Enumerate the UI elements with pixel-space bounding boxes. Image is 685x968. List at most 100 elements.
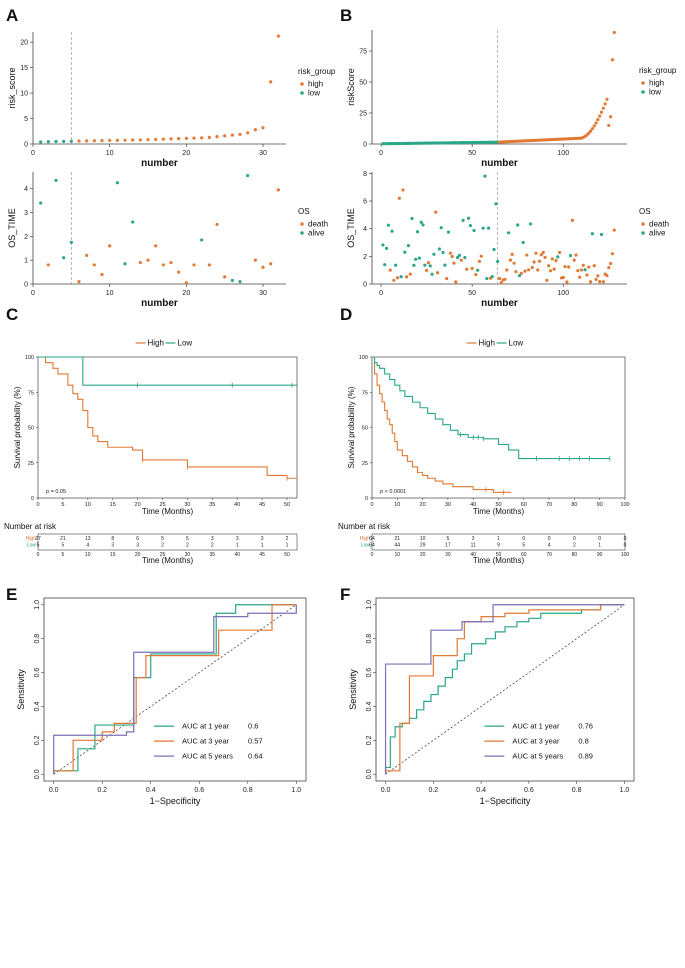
x-tick-label: 10	[85, 502, 91, 508]
y-tick-label: 4	[24, 186, 28, 193]
data-point	[466, 216, 471, 220]
data-point	[510, 252, 514, 256]
x-tick-label: 0.2	[97, 787, 107, 794]
data-point	[39, 140, 43, 144]
roc-legend-auc: 0.76	[578, 722, 593, 731]
data-point	[383, 263, 387, 267]
data-point	[200, 238, 204, 242]
risk-cell: 1	[236, 543, 239, 549]
data-point	[588, 280, 593, 284]
x-tick-label: 10	[394, 502, 400, 508]
x-tick-label: 50	[468, 150, 476, 157]
data-point	[547, 264, 551, 268]
data-point	[448, 251, 452, 255]
legend-swatch	[641, 90, 645, 94]
data-point	[596, 118, 600, 122]
x-tick-label: 30	[184, 502, 190, 508]
y-tick-label: 0.6	[366, 668, 373, 678]
data-point	[521, 240, 525, 245]
data-point	[539, 253, 543, 257]
data-point	[388, 268, 392, 272]
panel-label-c: C	[6, 305, 18, 324]
data-point	[578, 275, 582, 279]
x-tick-label: 50	[495, 502, 501, 508]
legend-swatch	[300, 82, 304, 86]
y-tick-label: 2	[363, 254, 367, 261]
legend-swatch	[300, 222, 304, 226]
x-tick-label: 25	[159, 502, 165, 508]
data-point	[610, 58, 615, 62]
data-point	[492, 247, 496, 252]
data-point	[390, 229, 394, 233]
x-tick-label: 35	[209, 502, 215, 508]
data-point	[138, 260, 142, 265]
data-point	[465, 267, 469, 271]
data-point	[570, 218, 574, 222]
risk-table-title: Number at risk	[4, 522, 57, 531]
data-point	[246, 131, 250, 135]
data-point	[545, 278, 549, 282]
data-point	[568, 254, 573, 258]
data-point	[576, 268, 580, 273]
x-tick-label: 0	[31, 150, 35, 157]
risk-table-frame	[37, 533, 298, 551]
km-curve-low	[38, 356, 297, 386]
risk-cell: 11	[471, 543, 476, 549]
risk-x-tick-label: 10	[85, 552, 91, 558]
data-point	[594, 277, 598, 282]
data-point	[46, 140, 50, 144]
risk-x-tick-label: 100	[621, 552, 630, 558]
data-point	[609, 261, 613, 266]
data-point	[92, 263, 96, 267]
data-point	[410, 216, 414, 221]
y-tick-label: 25	[362, 461, 368, 467]
data-point	[184, 281, 188, 285]
risk-cell: 3	[236, 536, 239, 542]
risk-cell: 5	[522, 543, 525, 549]
y-tick-label: 5	[24, 116, 28, 123]
data-point	[494, 202, 498, 206]
roc-curve	[384, 604, 625, 775]
data-point	[269, 80, 273, 84]
x-tick-label: 20	[182, 290, 190, 297]
data-point	[536, 268, 540, 272]
plot-frame	[371, 356, 626, 499]
data-point	[85, 253, 89, 258]
risk-cell: 0	[598, 536, 601, 542]
x-tick-label: 100	[557, 290, 569, 297]
data-point	[457, 253, 462, 257]
data-point	[599, 232, 604, 237]
chart-F: 0.0 0.2 0.4 0.6 0.8 1.0 0.0 0.2 0.4 0.6 0.8 1.0 1−Sp…	[348, 597, 635, 806]
risk-cell: 17	[445, 543, 451, 549]
risk-x-tick-label: 45	[259, 552, 265, 558]
data-point	[415, 230, 420, 234]
data-point	[62, 139, 66, 143]
data-point	[543, 255, 547, 259]
data-point	[428, 264, 432, 268]
x-tick-label: 10	[106, 290, 114, 297]
risk-cell: 4	[86, 543, 89, 549]
risk-cell: 21	[60, 536, 66, 542]
data-point	[215, 135, 219, 139]
data-point	[92, 139, 96, 143]
x-tick-label: 0.2	[428, 787, 438, 794]
risk-cell: 5	[447, 536, 450, 542]
y-tick-label: 0	[31, 496, 34, 502]
data-point	[468, 223, 472, 228]
x-tick-label: 0.0	[49, 787, 59, 794]
risk-cell: 64	[369, 536, 375, 542]
chart-B_top: 0 25 50 75 0 50 100 number riskScore risk_grouphi…	[346, 30, 677, 169]
data-point	[470, 266, 474, 270]
risk-x-tick-label: 20	[135, 552, 141, 558]
legend-label: death	[308, 220, 328, 229]
data-point	[443, 263, 447, 267]
data-point	[552, 267, 556, 271]
y-tick-label: 0	[363, 142, 367, 149]
data-point	[399, 275, 403, 279]
roc-legend-auc: 0.57	[248, 737, 263, 746]
x-axis-title: 1−Specificity	[480, 796, 531, 806]
data-point	[207, 263, 211, 267]
risk-cell: 5	[186, 536, 189, 542]
data-point	[519, 271, 523, 275]
